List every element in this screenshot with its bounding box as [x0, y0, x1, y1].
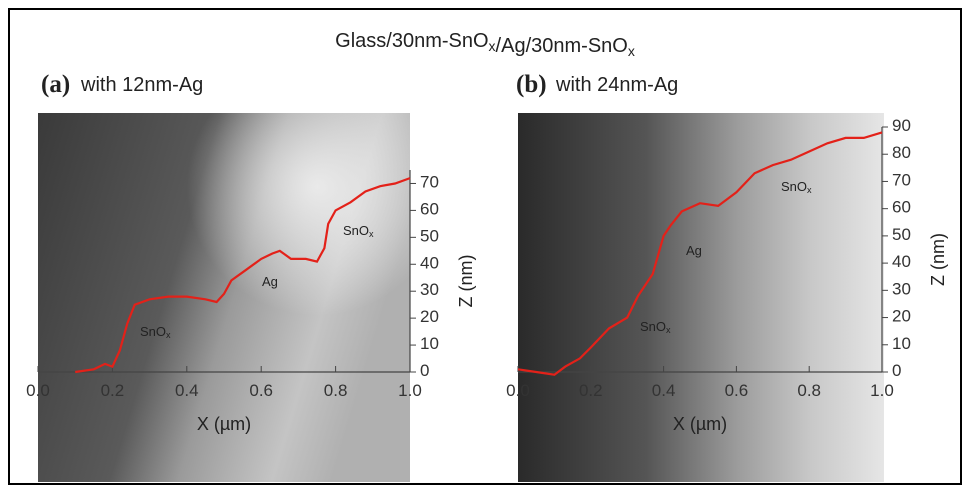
y-tick-label: 70	[420, 173, 439, 192]
panel-subtitle: with 24nm-Ag	[555, 74, 678, 96]
y-tick-label: 40	[420, 254, 439, 273]
afm-image-highlight	[38, 113, 410, 482]
x-axis-label: X (µm)	[197, 414, 251, 434]
y-axis-label: Z (nm)	[928, 233, 948, 286]
x-tick-label: 0.4	[175, 381, 199, 400]
y-axis-label: Z (nm)	[456, 255, 476, 308]
y-tick-label: 60	[892, 198, 911, 217]
annotation: SnOx	[140, 324, 171, 340]
x-tick-label: 0.6	[249, 381, 273, 400]
y-tick-label: 0	[892, 361, 901, 380]
panel-label: (b)	[516, 71, 547, 98]
y-tick-label: 30	[892, 280, 911, 299]
x-tick-label: 0.8	[797, 381, 821, 400]
y-tick-label: 60	[420, 200, 439, 219]
y-tick-label: 10	[420, 335, 439, 354]
y-tick-label: 0	[420, 361, 429, 380]
x-tick-label: 0.8	[324, 381, 348, 400]
x-tick-label: 0.0	[26, 381, 50, 400]
y-tick-label: 70	[892, 171, 911, 190]
afm-image	[518, 113, 884, 482]
y-tick-label: 50	[892, 225, 911, 244]
y-tick-label: 10	[892, 334, 911, 353]
x-tick-label: 0.0	[506, 381, 530, 400]
panel-subtitle: with 12nm-Ag	[80, 74, 203, 96]
figure-title: Glass/30nm-SnOx/Ag/30nm-SnOx	[335, 30, 635, 58]
annotation: Ag	[686, 243, 702, 258]
x-tick-label: 1.0	[870, 381, 894, 400]
y-tick-label: 20	[892, 307, 911, 326]
annotation: Ag	[262, 274, 278, 289]
x-tick-label: 0.2	[579, 381, 603, 400]
profile-line	[75, 177, 411, 374]
y-tick-label: 20	[420, 308, 439, 327]
y-tick-label: 30	[420, 281, 439, 300]
y-tick-label: 40	[892, 253, 911, 272]
y-tick-label: 80	[892, 144, 911, 163]
y-tick-label: 50	[420, 227, 439, 246]
y-tick-label: 90	[892, 116, 911, 135]
x-tick-label: 1.0	[398, 381, 422, 400]
annotation: SnOx	[343, 223, 374, 239]
x-tick-label: 0.4	[652, 381, 676, 400]
x-tick-label: 0.2	[101, 381, 125, 400]
x-axis-label: X (µm)	[673, 414, 727, 434]
annotation: SnOx	[640, 319, 671, 335]
panel-label: (a)	[41, 71, 70, 98]
annotation: SnOx	[781, 179, 812, 195]
x-tick-label: 0.6	[725, 381, 749, 400]
profile-line	[517, 131, 883, 376]
